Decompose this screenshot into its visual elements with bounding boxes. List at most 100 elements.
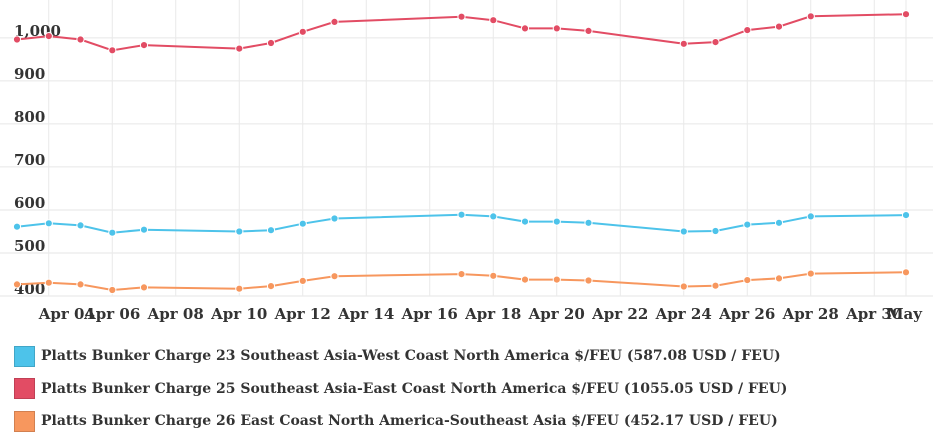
data-point[interactable] [457, 270, 466, 279]
x-tick-label: Apr 04 [38, 305, 95, 323]
data-point[interactable] [12, 280, 22, 289]
data-point[interactable] [552, 24, 561, 33]
data-point[interactable] [108, 285, 117, 295]
series-line-1 [16, 13, 907, 52]
x-tick-label: Apr 06 [83, 305, 140, 323]
x-tick-label: Apr 26 [718, 305, 775, 323]
x-tick-label: Apr 16 [401, 305, 458, 323]
data-point[interactable] [901, 10, 911, 19]
data-point[interactable] [679, 282, 688, 291]
data-point[interactable] [108, 228, 117, 237]
x-tick-label: Apr 12 [274, 305, 331, 323]
data-point[interactable] [489, 212, 498, 221]
data-point[interactable] [44, 278, 53, 287]
legend-item-bunker-charge-26[interactable]: Platts Bunker Charge 26 East Coast North… [14, 405, 787, 438]
data-point[interactable] [235, 44, 244, 53]
data-point[interactable] [774, 22, 784, 31]
y-tick-label: 800 [14, 108, 45, 126]
x-tick-label: Apr 30 [845, 305, 902, 323]
data-point[interactable] [774, 274, 784, 283]
data-point[interactable] [266, 226, 276, 235]
data-point[interactable] [330, 214, 339, 223]
data-point[interactable] [584, 218, 593, 227]
data-point[interactable] [520, 275, 530, 284]
data-point[interactable] [108, 46, 117, 55]
data-point[interactable] [76, 280, 85, 289]
data-point[interactable] [76, 221, 85, 230]
data-point[interactable] [139, 283, 149, 292]
data-point[interactable] [12, 222, 22, 231]
data-point[interactable] [139, 41, 149, 50]
data-point[interactable] [552, 275, 561, 284]
legend-series-value: (1055.05 USD / FEU) [623, 380, 788, 397]
legend-series-value: (587.08 USD / FEU) [626, 348, 781, 365]
x-tick-label: Apr 14 [337, 305, 394, 323]
data-point[interactable] [330, 17, 339, 26]
data-point[interactable] [711, 38, 720, 47]
legend-swatch-bunker-charge-26 [14, 410, 35, 432]
data-point[interactable] [489, 271, 498, 280]
legend-series-value: (452.17 USD / FEU) [623, 413, 778, 430]
x-tick-label: Apr 20 [528, 305, 585, 323]
data-point[interactable] [774, 218, 784, 227]
y-tick-label: 500 [14, 237, 45, 255]
data-point[interactable] [679, 39, 688, 48]
data-point[interactable] [266, 282, 276, 291]
data-point[interactable] [584, 26, 593, 35]
data-point[interactable] [44, 219, 53, 228]
data-point[interactable] [298, 276, 307, 285]
data-point[interactable] [12, 35, 22, 44]
grid-lines [0, 0, 933, 297]
data-point[interactable] [806, 212, 815, 221]
y-tick-label: 900 [14, 65, 45, 83]
data-point[interactable] [298, 27, 307, 36]
data-point[interactable] [743, 26, 752, 35]
data-point[interactable] [489, 16, 498, 25]
x-tick-label: Apr 24 [655, 305, 712, 323]
data-point[interactable] [44, 32, 53, 41]
legend-label: Platts Bunker Charge 25 Southeast Asia-E… [41, 381, 787, 397]
data-point[interactable] [457, 12, 466, 21]
data-point[interactable] [298, 219, 307, 228]
series-line-0 [16, 213, 907, 234]
y-tick-label: 600 [14, 194, 45, 212]
x-tick-label: Apr 08 [147, 305, 204, 323]
data-point[interactable] [266, 38, 276, 48]
data-point[interactable] [457, 210, 466, 219]
legend-series-name: Platts Bunker Charge 25 Southeast Asia-E… [41, 380, 619, 397]
data-point[interactable] [711, 281, 720, 290]
data-point[interactable] [139, 225, 149, 234]
legend: Platts Bunker Charge 23 Southeast Asia-W… [14, 340, 787, 438]
data-point[interactable] [520, 217, 530, 226]
data-point[interactable] [76, 35, 85, 44]
data-point[interactable] [235, 227, 244, 236]
data-point[interactable] [901, 268, 911, 277]
data-point[interactable] [806, 12, 815, 21]
data-point[interactable] [901, 211, 911, 220]
legend-item-bunker-charge-25[interactable]: Platts Bunker Charge 25 Southeast Asia-E… [14, 373, 787, 406]
data-point[interactable] [679, 227, 688, 236]
x-tick-label: May [887, 305, 923, 323]
legend-item-bunker-charge-23[interactable]: Platts Bunker Charge 23 Southeast Asia-W… [14, 340, 787, 373]
data-point[interactable] [330, 272, 339, 281]
legend-label: Platts Bunker Charge 26 East Coast North… [41, 413, 778, 429]
y-tick-label: 700 [14, 151, 45, 169]
data-point[interactable] [806, 269, 815, 278]
data-point[interactable] [520, 24, 530, 33]
legend-swatch-bunker-charge-23 [14, 345, 35, 367]
data-point[interactable] [235, 284, 244, 293]
data-point[interactable] [743, 220, 752, 229]
data-point[interactable] [711, 226, 720, 236]
series-points [12, 10, 911, 295]
data-point[interactable] [552, 217, 561, 226]
legend-swatch-bunker-charge-25 [14, 378, 35, 400]
series-line-2 [16, 271, 907, 292]
data-point[interactable] [584, 276, 593, 285]
x-tick-label: Apr 28 [782, 305, 839, 323]
data-point[interactable] [743, 276, 752, 285]
series-lines [16, 13, 907, 292]
legend-label: Platts Bunker Charge 23 Southeast Asia-W… [41, 348, 781, 364]
legend-series-name: Platts Bunker Charge 23 Southeast Asia-W… [41, 348, 622, 365]
